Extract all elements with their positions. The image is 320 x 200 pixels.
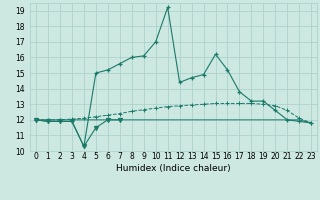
X-axis label: Humidex (Indice chaleur): Humidex (Indice chaleur) bbox=[116, 164, 231, 173]
